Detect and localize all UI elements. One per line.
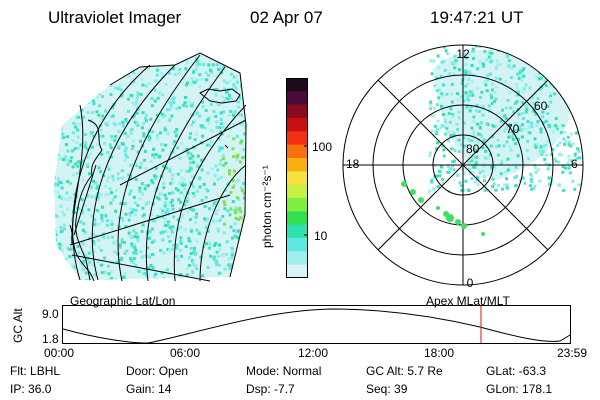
mlt-label-0: 0 <box>467 276 474 290</box>
conjugate-point <box>481 232 485 236</box>
date-label: 02 Apr 07 <box>250 8 323 27</box>
geographic-image <box>54 52 247 282</box>
conjugate-point <box>455 219 461 225</box>
conjugate-point <box>446 214 454 222</box>
colorbar-segment <box>286 144 308 159</box>
conjugate-point <box>410 189 416 195</box>
mlt-label-18: 18 <box>346 157 360 171</box>
info-mode: Mode: Normal <box>246 364 322 378</box>
polar-panel-label: Apex MLat/MLT <box>426 294 510 308</box>
conjugate-point <box>401 181 407 187</box>
time-tick-1200: 12:00 <box>298 346 329 360</box>
mlt-label-6: 6 <box>571 157 578 171</box>
colorbar-segment <box>286 251 308 266</box>
info-seq: Seq: 39 <box>366 382 408 396</box>
coastline <box>69 88 241 282</box>
altitude-curve <box>62 308 571 344</box>
colorbar-segment <box>286 198 308 212</box>
colorbar-segment <box>286 104 308 119</box>
colorbar-segment <box>286 91 308 106</box>
colorbar-segment <box>286 131 308 146</box>
info-glat: GLat: -63.3 <box>486 364 547 378</box>
info-ip: IP: 36.0 <box>10 382 52 396</box>
colorbar-unit-label: photon cm⁻²s⁻¹ <box>260 165 274 248</box>
colorbar-segment <box>286 184 308 199</box>
time-tick-2359: 23:59 <box>557 346 588 360</box>
geo-panel-label: Geographic Lat/Lon <box>70 294 176 308</box>
colorbar-segment <box>286 78 308 92</box>
info-gc-alt: GC Alt: 5.7 Re <box>366 364 443 378</box>
lat-label-80: 80 <box>466 142 480 156</box>
geo-grid-lines <box>69 54 247 282</box>
mlt-label-12: 12 <box>456 47 470 61</box>
colorbar-segment <box>286 158 308 172</box>
colorbar-segment <box>286 118 308 132</box>
colorbar-segment <box>286 264 308 278</box>
time-tick-0000: 00:00 <box>44 346 75 360</box>
conjugate-point <box>436 206 440 210</box>
lat-label-70: 70 <box>506 122 520 136</box>
colorbar-segment <box>286 238 308 252</box>
colorbar-segment <box>286 211 308 226</box>
altitude-timeline: 9.0 1.8 GC Alt <box>11 305 571 345</box>
info-glon: GLon: 178.1 <box>486 382 553 396</box>
alt-axis-label: GC Alt <box>11 308 25 343</box>
lat-label-60: 60 <box>534 99 548 113</box>
colorbar-segment <box>286 224 308 239</box>
polar-mlat-mlt-plot: 12 0 18 6 80 70 60 <box>342 44 584 290</box>
instrument-title: Ultraviolet Imager <box>48 8 182 27</box>
info-dsp: Dsp: -7.7 <box>246 382 295 396</box>
time-tick-0600: 06:00 <box>170 346 201 360</box>
color-scale-bar <box>286 78 308 278</box>
time-tick-1800: 18:00 <box>424 346 455 360</box>
alt-tick-bottom: 1.8 <box>42 332 59 345</box>
info-gain: Gain: 14 <box>126 382 172 396</box>
conjugate-point <box>461 223 467 229</box>
colorbar-tick-100: 100 <box>312 140 333 154</box>
conjugate-points <box>401 181 485 236</box>
conjugate-point <box>418 197 424 203</box>
info-flt: Flt: LBHL <box>10 364 61 378</box>
colorbar-tick-10: 10 <box>314 229 328 243</box>
alt-tick-top: 9.0 <box>42 307 59 321</box>
time-label: 19:47:21 UT <box>430 8 524 27</box>
polar-grid <box>342 44 584 286</box>
info-door: Door: Open <box>126 364 189 378</box>
colorbar-segment <box>286 171 308 186</box>
